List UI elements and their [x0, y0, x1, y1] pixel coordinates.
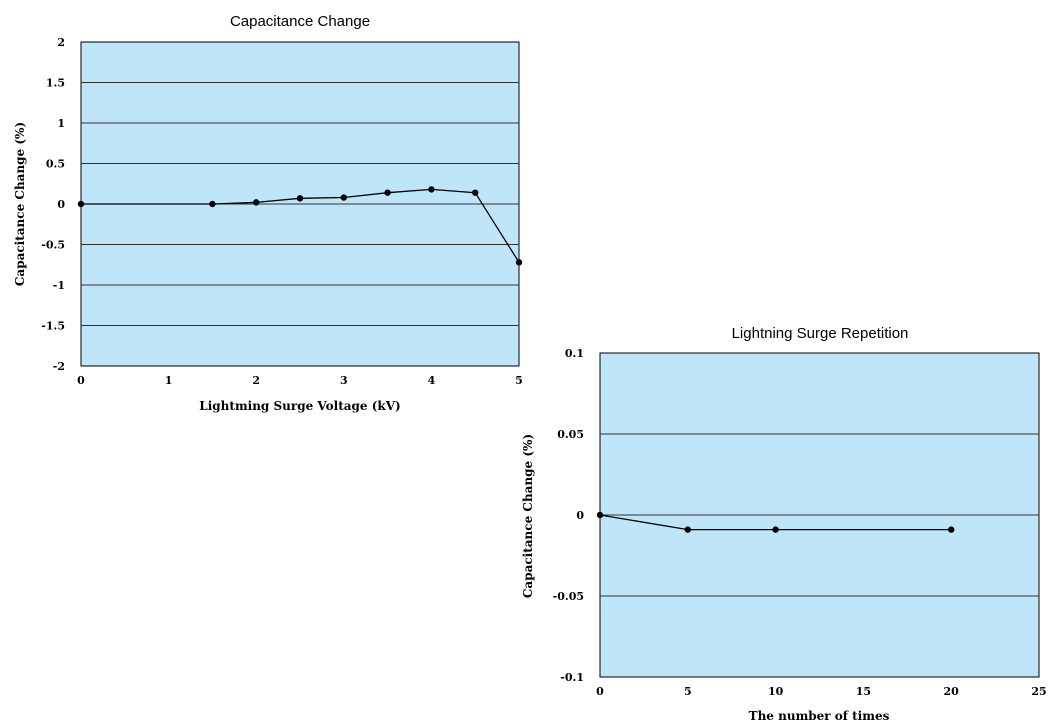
series-line — [599, 514, 952, 531]
data-point — [772, 526, 779, 533]
x-tick-label: 0 — [596, 685, 604, 698]
data-point — [472, 189, 479, 196]
y-tick-label: -0.5 — [41, 239, 65, 252]
y-tick-label: -2 — [53, 360, 65, 373]
chart-title: Capacitance Change — [230, 13, 370, 30]
data-point — [296, 195, 304, 202]
y-tick-labels: 2 1.5 1 0.5 0 -0.5 -1 -1.5 -2 — [41, 36, 65, 373]
x-tick-label: 5 — [515, 374, 523, 387]
data-point — [684, 526, 691, 533]
x-tick-label: 4 — [428, 374, 436, 387]
data-point — [596, 511, 604, 519]
y-tick-label: 1 — [57, 117, 65, 130]
data-point — [340, 194, 347, 201]
y-tick-label: 1.5 — [46, 77, 65, 90]
y-tick-label: -1 — [53, 279, 65, 292]
x-tick-labels: 0 5 10 15 20 25 — [596, 685, 1046, 698]
gridlines — [81, 82, 519, 326]
data-point — [384, 189, 391, 196]
y-tick-label: -1.5 — [41, 320, 65, 333]
chart-capacitance-change: Capacitance Change 2 1.5 1 0.5 0 -0.5 -1 -1.5 -2… — [13, 13, 523, 413]
data-point — [515, 259, 523, 266]
data-point — [209, 200, 216, 208]
y-axis-label: Capacitance Change (%) — [521, 434, 535, 598]
x-tick-label: 10 — [768, 685, 784, 698]
x-tick-label: 3 — [340, 374, 348, 387]
x-tick-label: 2 — [252, 374, 260, 387]
x-tick-label: 1 — [165, 374, 173, 387]
y-tick-labels: 0.1 0.05 0 -0.05 -0.1 — [553, 347, 585, 684]
y-tick-label: 0.5 — [46, 158, 65, 171]
x-tick-label: 5 — [684, 685, 692, 698]
data-points — [77, 186, 523, 266]
y-tick-label: 0 — [576, 509, 584, 522]
x-tick-label: 20 — [944, 685, 960, 698]
y-tick-label: 0 — [57, 198, 65, 211]
x-axis-label: The number of times — [749, 709, 890, 723]
y-tick-label: -0.05 — [553, 590, 584, 603]
y-tick-label: -0.1 — [560, 671, 584, 684]
chart-lightning-surge-repetition: Lightning Surge Repetition 0.1 0.05 0 -0.05… — [521, 325, 1047, 723]
x-axis-label: Lightming Surge Voltage (kV) — [199, 399, 400, 413]
chart-title: Lightning Surge Repetition — [732, 325, 909, 342]
y-axis-label: Capacitance Change (%) — [13, 122, 27, 286]
data-point — [948, 526, 955, 533]
data-point — [428, 186, 435, 193]
x-tick-label: 0 — [77, 374, 85, 387]
y-tick-label: 0.1 — [565, 347, 584, 360]
data-points — [596, 511, 955, 533]
y-tick-label: 2 — [57, 36, 65, 49]
gridlines — [600, 433, 1039, 597]
x-tick-label: 25 — [1031, 685, 1046, 698]
x-tick-label: 15 — [856, 685, 871, 698]
y-tick-label: 0.05 — [557, 428, 584, 441]
data-point — [253, 199, 260, 206]
data-point — [77, 200, 85, 208]
x-tick-labels: 0 1 2 3 4 5 — [77, 374, 523, 387]
